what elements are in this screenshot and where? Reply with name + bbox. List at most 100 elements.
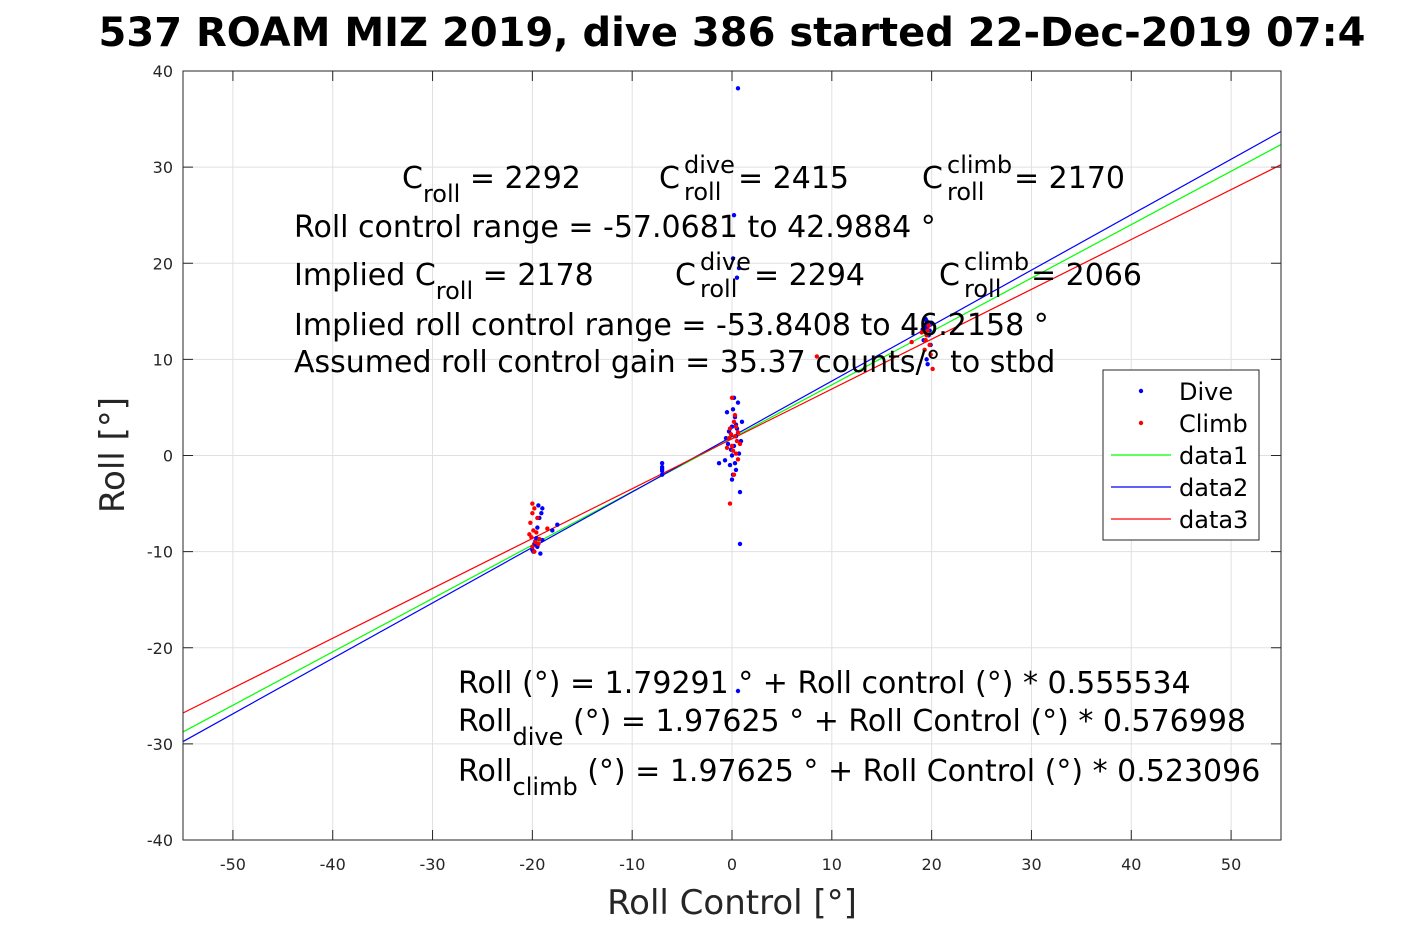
- x-tick-label: 30: [1021, 855, 1041, 874]
- point-dive: [736, 265, 742, 271]
- point-dive: [739, 419, 745, 425]
- point-dive: [731, 212, 737, 218]
- annotation-c-roll: Croll = 2292: [402, 161, 581, 208]
- point-dive: [724, 410, 730, 415]
- point-dive: [737, 489, 743, 495]
- y-tick-label: 10: [153, 350, 173, 369]
- x-tick-label: -20: [519, 855, 545, 874]
- annotation-implied-climb-val: = 2066: [1031, 258, 1142, 293]
- y-tick-label: 20: [153, 254, 173, 273]
- legend-label-data3: data3: [1179, 506, 1248, 534]
- x-tick-label: -40: [320, 855, 346, 874]
- annotation-implied-climb: C: [939, 258, 960, 293]
- annotation-c-climb-sup: climb: [947, 151, 1012, 179]
- point-climb: [735, 430, 741, 435]
- point-climb: [814, 354, 820, 359]
- series-line-data2: [182, 130, 1282, 743]
- annotation-implied-dive: C: [675, 258, 696, 293]
- point-dive: [730, 256, 736, 261]
- legend-label-data2: data2: [1179, 474, 1248, 502]
- point-dive: [735, 86, 741, 91]
- point-climb: [733, 451, 739, 456]
- point-climb: [732, 434, 738, 439]
- annotation-implied: Implied Croll = 2178: [294, 258, 594, 305]
- point-dive: [538, 551, 543, 556]
- y-tick-label: -40: [147, 831, 173, 850]
- y-tick-label: 30: [153, 158, 173, 177]
- point-climb: [925, 328, 930, 333]
- point-climb: [527, 532, 532, 537]
- annotation-range: Roll control range = -57.0681 to 42.9884…: [294, 210, 936, 245]
- point-climb: [728, 432, 734, 437]
- point-dive: [734, 275, 740, 280]
- point-climb: [530, 544, 535, 550]
- point-dive: [732, 460, 738, 466]
- annotation-implied-climb-sub: roll: [964, 275, 1001, 303]
- point-dive: [539, 510, 544, 516]
- point-climb: [930, 366, 935, 372]
- point-climb: [734, 438, 740, 444]
- point-climb: [536, 541, 541, 547]
- x-axis-label: Roll Control [°]: [607, 883, 857, 923]
- point-climb: [737, 441, 743, 447]
- point-climb: [729, 395, 735, 401]
- point-dive: [735, 400, 741, 405]
- annotation-c-dive-sub: roll: [684, 178, 721, 206]
- point-dive: [727, 462, 733, 468]
- point-dive: [540, 506, 545, 511]
- point-climb: [919, 330, 924, 335]
- point-dive: [555, 522, 560, 527]
- point-dive: [929, 320, 934, 326]
- legend-label-dive: Dive: [1179, 378, 1233, 406]
- point-climb: [545, 526, 550, 531]
- x-tick-label: -10: [619, 855, 645, 874]
- point-climb: [926, 323, 931, 328]
- y-tick-label: -10: [147, 543, 173, 562]
- point-climb: [923, 337, 928, 343]
- point-dive: [722, 458, 728, 463]
- annotation-implied-dive-sup: dive: [700, 248, 751, 276]
- series-line-data3: [182, 164, 1282, 714]
- annotation-c-climb-sub: roll: [947, 178, 984, 206]
- point-dive: [925, 361, 930, 367]
- x-tick-label: 10: [822, 855, 842, 874]
- point-climb: [924, 333, 929, 338]
- point-climb: [922, 347, 927, 352]
- point-dive: [729, 453, 735, 458]
- point-dive: [659, 460, 665, 466]
- x-tick-label: 40: [1121, 855, 1141, 874]
- legend: Dive Climb data1 data2 data3: [1102, 369, 1260, 541]
- legend-label-climb: Climb: [1179, 410, 1248, 438]
- point-climb: [909, 339, 914, 345]
- point-climb: [534, 530, 539, 535]
- annotation-implied-climb-sup: climb: [964, 248, 1029, 276]
- x-tick-label: 0: [727, 855, 737, 874]
- point-climb: [730, 448, 736, 453]
- x-tick-label: -50: [220, 855, 246, 874]
- point-climb: [731, 419, 737, 425]
- point-dive: [733, 467, 739, 473]
- x-tick-label: 50: [1221, 855, 1241, 874]
- annotation-c-dive: C: [659, 161, 680, 196]
- annotation-implied-dive-sub: roll: [700, 275, 737, 303]
- point-climb: [733, 424, 739, 429]
- point-climb: [724, 445, 730, 451]
- point-climb: [731, 472, 737, 477]
- annotation-fit2: Rolldive (°) = 1.97625 ° + Roll Control …: [458, 704, 1246, 751]
- annotation-gain: Assumed roll control gain = 35.37 counts…: [294, 345, 1055, 380]
- y-axis-label: Roll [°]: [93, 397, 133, 513]
- point-climb: [729, 443, 735, 449]
- annotation-c-dive-sup: dive: [684, 151, 735, 179]
- point-climb: [727, 426, 733, 431]
- point-dive: [659, 466, 665, 472]
- x-tick-label: 20: [921, 855, 941, 874]
- annotation-c-climb: C: [922, 161, 943, 196]
- point-climb: [927, 342, 932, 348]
- point-dive: [923, 316, 928, 322]
- x-tick-label: -30: [419, 855, 445, 874]
- annotation-implied-dive-val: = 2294: [754, 258, 865, 293]
- point-dive: [735, 688, 741, 694]
- y-tick-label: -20: [147, 639, 173, 658]
- point-dive: [716, 460, 722, 466]
